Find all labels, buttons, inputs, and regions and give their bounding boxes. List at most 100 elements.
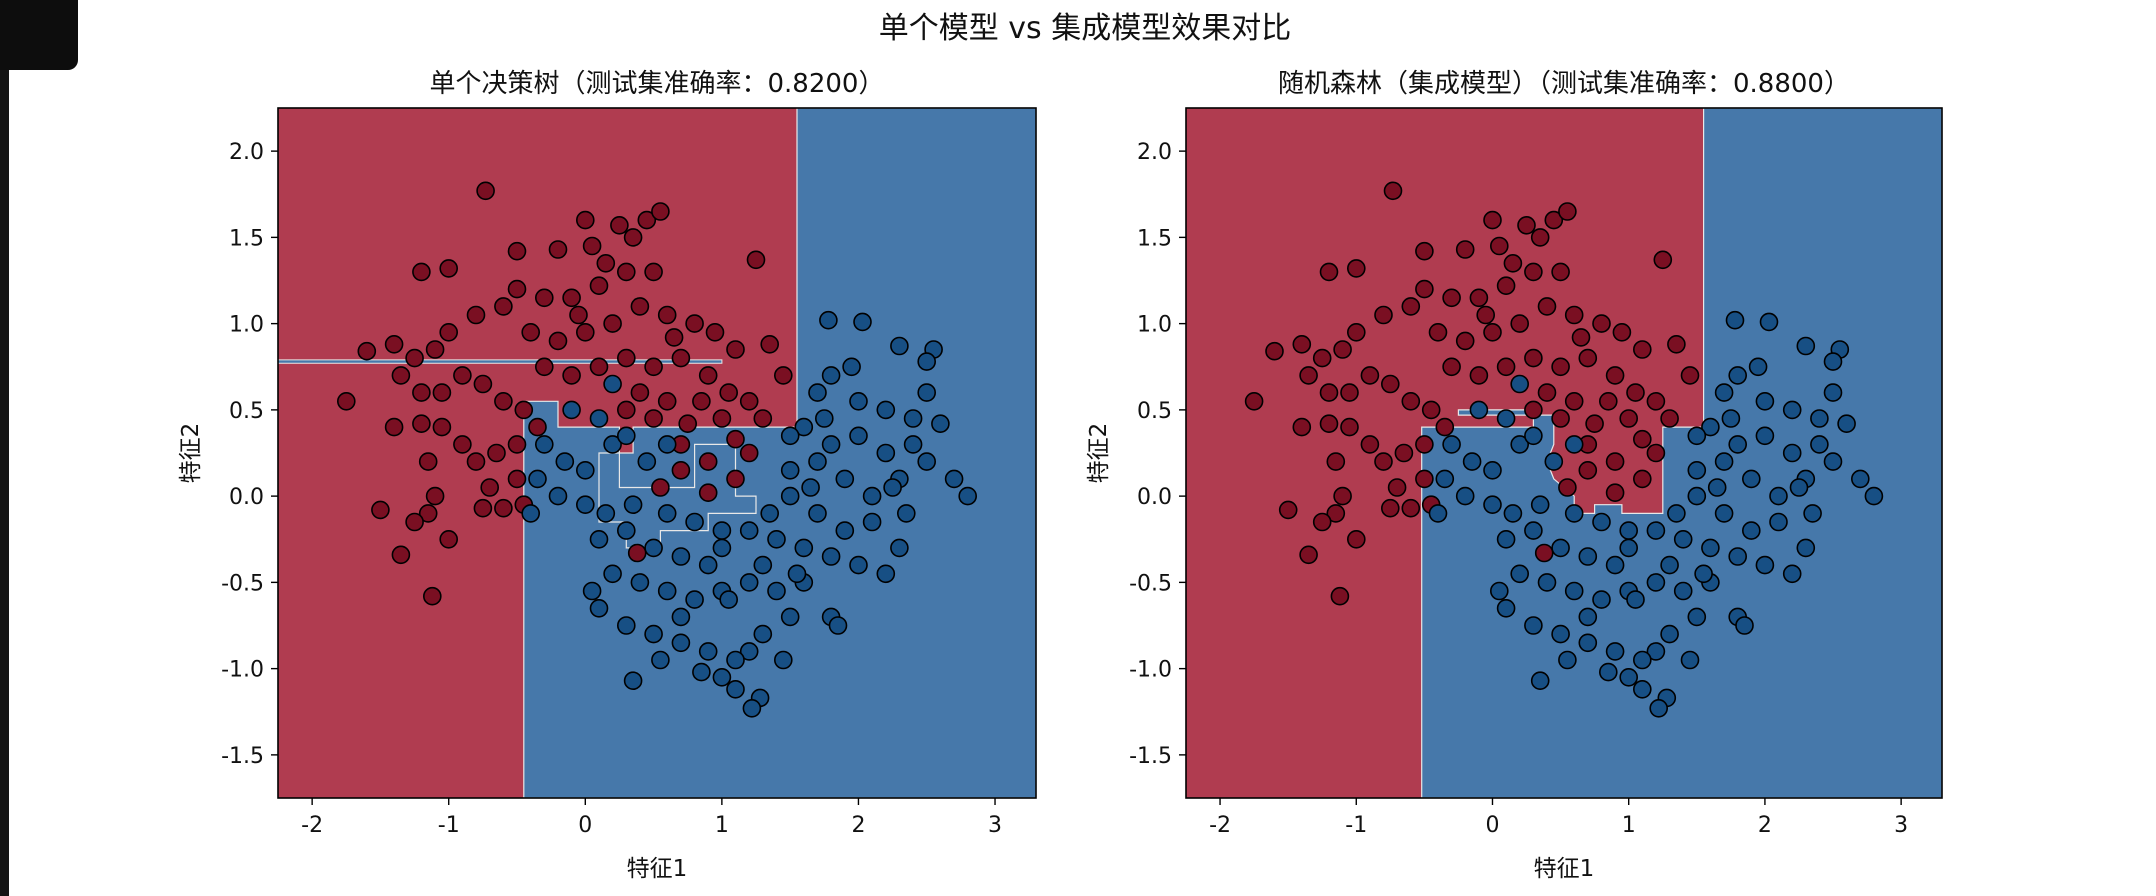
point-class1 [1748, 357, 1768, 377]
y-tick-label: -1.0 [221, 658, 264, 683]
figure-suptitle: 单个模型 vs 集成模型效果对比 [879, 11, 1291, 46]
point-class0 [391, 366, 411, 385]
point-class0 [1653, 250, 1673, 270]
point-class1 [1823, 383, 1843, 402]
point-class0 [1571, 328, 1591, 347]
point-class1 [1782, 443, 1802, 463]
y-tick-label: -1.0 [1129, 658, 1172, 683]
point-class1 [603, 374, 622, 394]
point-class0 [1605, 366, 1625, 385]
point-class1 [896, 504, 916, 523]
point-class0 [1333, 486, 1352, 506]
point-class1 [1524, 616, 1543, 635]
point-class1 [589, 529, 609, 549]
point-class0 [1558, 478, 1577, 497]
point-class1 [1619, 667, 1638, 687]
point-class1 [698, 642, 718, 661]
point-class0 [1401, 498, 1421, 518]
point-class1 [1701, 538, 1720, 558]
point-class1 [1510, 435, 1529, 454]
point-class0 [432, 383, 452, 402]
chart-title: 单个决策树（测试集准确率：0.8200） [430, 69, 885, 99]
point-class1 [589, 598, 609, 618]
point-class0 [534, 357, 554, 377]
point-class1 [794, 538, 814, 558]
point-class0 [1312, 512, 1332, 532]
point-class1 [842, 357, 861, 377]
point-class0 [637, 210, 657, 230]
point-class1 [671, 547, 691, 566]
point-class0 [623, 228, 643, 247]
point-class0 [698, 483, 718, 503]
point-class1 [1633, 679, 1652, 699]
y-tick-label: -1.5 [221, 744, 264, 769]
point-class0 [1469, 366, 1489, 385]
point-class0 [480, 478, 500, 497]
point-class1 [1558, 650, 1577, 670]
y-tick-label: 1.0 [229, 313, 264, 338]
point-class0 [746, 250, 766, 270]
point-class1 [917, 352, 937, 371]
point-class1 [651, 650, 670, 670]
point-class1 [1837, 414, 1856, 434]
point-class1 [1496, 598, 1516, 618]
point-class0 [698, 452, 718, 471]
point-class0 [1534, 543, 1554, 563]
point-class0 [432, 417, 452, 437]
point-class1 [726, 679, 745, 699]
y-tick-label: 0.0 [229, 485, 264, 510]
point-class1 [1551, 624, 1570, 644]
point-class1 [1564, 581, 1584, 601]
point-class1 [1462, 452, 1482, 471]
point-class0 [1524, 348, 1543, 368]
point-class0 [1401, 391, 1421, 411]
point-class0 [425, 340, 445, 359]
point-class1 [1810, 409, 1829, 428]
point-class1 [849, 555, 868, 575]
point-class1 [534, 435, 554, 454]
point-class1 [1755, 391, 1775, 411]
point-class0 [1387, 478, 1407, 497]
point-class1 [753, 624, 773, 644]
point-class0 [1564, 391, 1584, 411]
point-class0 [494, 498, 513, 518]
point-class1 [712, 667, 732, 687]
point-class0 [1646, 391, 1666, 411]
point-class0 [476, 181, 495, 201]
point-class1 [1803, 504, 1822, 523]
point-class0 [1496, 276, 1516, 296]
point-class0 [1383, 181, 1403, 201]
point-class1 [582, 581, 602, 601]
point-class0 [1265, 341, 1284, 361]
point-class1 [787, 564, 807, 584]
point-class1 [1714, 452, 1734, 471]
point-class0 [644, 262, 663, 282]
point-class1 [739, 573, 759, 592]
point-class1 [1544, 452, 1564, 471]
point-class0 [719, 383, 739, 402]
point-class1 [1496, 529, 1516, 549]
point-class0 [596, 253, 616, 273]
point-class1 [1755, 555, 1775, 575]
point-class1 [1578, 633, 1598, 653]
point-class0 [1319, 414, 1339, 434]
point-class0 [1537, 297, 1557, 316]
point-class1 [1796, 336, 1816, 356]
point-class1 [1759, 312, 1779, 332]
point-class0 [1633, 429, 1652, 449]
point-class0 [569, 305, 588, 325]
point-class0 [418, 452, 438, 471]
point-class0 [753, 409, 773, 428]
point-class1 [1592, 512, 1611, 532]
point-class1 [698, 555, 718, 575]
point-class0 [1633, 469, 1652, 489]
point-class1 [1701, 417, 1720, 437]
point-class0 [664, 328, 684, 347]
point-class1 [1789, 478, 1809, 497]
point-class0 [739, 443, 759, 463]
point-class0 [657, 305, 677, 325]
point-class0 [1517, 216, 1536, 235]
point-class1 [1442, 435, 1461, 454]
x-axis-label: 特征1 [1534, 856, 1595, 882]
point-class1 [1742, 469, 1761, 489]
